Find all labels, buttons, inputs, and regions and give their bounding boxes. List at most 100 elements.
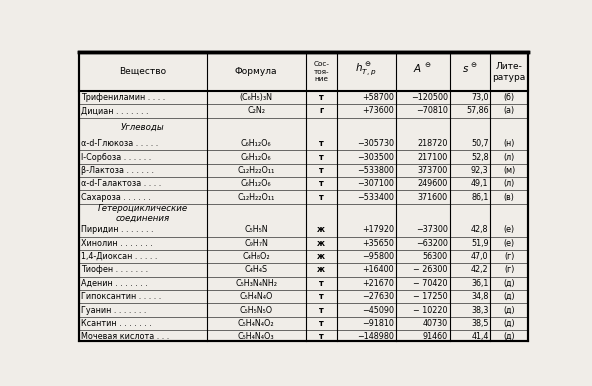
- Text: (л): (л): [503, 152, 514, 161]
- Text: Аденин . . . . . . .: Аденин . . . . . . .: [81, 279, 148, 288]
- Text: +16400: +16400: [362, 266, 394, 274]
- Text: 40730: 40730: [423, 319, 448, 328]
- Text: 371600: 371600: [417, 193, 448, 201]
- Text: 217100: 217100: [417, 152, 448, 161]
- Text: −95800: −95800: [362, 252, 394, 261]
- Text: (д): (д): [503, 292, 515, 301]
- Text: C₅H₄N₄O: C₅H₄N₄O: [240, 292, 273, 301]
- Text: C₆H₁₂O₆: C₆H₁₂O₆: [241, 139, 272, 148]
- Text: Ксантин . . . . . . .: Ксантин . . . . . . .: [81, 319, 152, 328]
- Text: 56300: 56300: [423, 252, 448, 261]
- Text: (д): (д): [503, 319, 515, 328]
- Text: − 70420: − 70420: [413, 279, 448, 288]
- Text: Тиофен . . . . . . .: Тиофен . . . . . . .: [81, 266, 149, 274]
- Text: ж: ж: [317, 266, 326, 274]
- Text: (е): (е): [504, 239, 514, 248]
- Text: 51,9: 51,9: [471, 239, 488, 248]
- Text: (д): (д): [503, 332, 515, 341]
- Text: −91810: −91810: [362, 319, 394, 328]
- Text: 41,4: 41,4: [471, 332, 488, 341]
- Text: ж: ж: [317, 252, 326, 261]
- Text: 52,8: 52,8: [471, 152, 488, 161]
- Text: (в): (в): [504, 193, 514, 201]
- Text: (г): (г): [504, 266, 514, 274]
- Text: 249600: 249600: [417, 179, 448, 188]
- Text: т: т: [319, 139, 324, 148]
- Text: 47,0: 47,0: [471, 252, 488, 261]
- Text: 50,7: 50,7: [471, 139, 488, 148]
- Text: C₅H₅N₅O: C₅H₅N₅O: [240, 306, 273, 315]
- Text: (д): (д): [503, 279, 515, 288]
- Text: т: т: [319, 93, 324, 102]
- Text: Гуанин . . . . . . .: Гуанин . . . . . . .: [81, 306, 147, 315]
- Text: (н): (н): [503, 139, 515, 148]
- Text: +73600: +73600: [362, 107, 394, 115]
- Text: +58700: +58700: [362, 93, 394, 102]
- Text: (C₆H₅)₃N: (C₆H₅)₃N: [240, 93, 273, 102]
- Text: l-Сорбоза . . . . . .: l-Сорбоза . . . . . .: [81, 152, 152, 161]
- Text: Мочевая кислота . . .: Мочевая кислота . . .: [81, 332, 169, 341]
- Text: C₄H₄S: C₄H₄S: [244, 266, 268, 274]
- Text: т: т: [319, 279, 324, 288]
- Text: 42,2: 42,2: [471, 266, 488, 274]
- Text: −27630: −27630: [362, 292, 394, 301]
- Text: −305730: −305730: [357, 139, 394, 148]
- Text: Углеводы: Углеводы: [121, 123, 165, 132]
- Text: (е): (е): [504, 225, 514, 234]
- Text: −533800: −533800: [357, 166, 394, 175]
- Text: т: т: [319, 306, 324, 315]
- Text: C₆H₁₂O₆: C₆H₁₂O₆: [241, 152, 272, 161]
- Text: Сахароза . . . . . .: Сахароза . . . . . .: [81, 193, 151, 201]
- Text: − 26300: − 26300: [413, 266, 448, 274]
- Text: Дициан . . . . . . .: Дициан . . . . . . .: [81, 107, 149, 115]
- Text: C₁₂H₂₂O₁₁: C₁₂H₂₂O₁₁: [237, 166, 275, 175]
- Text: (л): (л): [503, 179, 514, 188]
- Text: 36,1: 36,1: [471, 279, 488, 288]
- Text: Пиридин . . . . . . .: Пиридин . . . . . . .: [81, 225, 154, 234]
- Text: Формула: Формула: [235, 67, 278, 76]
- Text: C₄H₈O₂: C₄H₈O₂: [242, 252, 270, 261]
- Text: (м): (м): [503, 166, 515, 175]
- Text: 34,8: 34,8: [471, 292, 488, 301]
- Text: 38,3: 38,3: [471, 306, 488, 315]
- Text: т: т: [319, 292, 324, 301]
- Text: 38,5: 38,5: [471, 319, 488, 328]
- Text: −37300: −37300: [416, 225, 448, 234]
- Text: (б): (б): [504, 93, 514, 102]
- Text: Трифениламин . . . .: Трифениламин . . . .: [81, 93, 166, 102]
- Text: т: т: [319, 319, 324, 328]
- Text: −63200: −63200: [416, 239, 448, 248]
- Text: C₅H₄N₄O₃: C₅H₄N₄O₃: [238, 332, 275, 341]
- Text: Сос-
тоя-
ние: Сос- тоя- ние: [313, 61, 329, 82]
- Text: C₅H₅N: C₅H₅N: [244, 225, 268, 234]
- Text: α-d-Галактоза . . . .: α-d-Галактоза . . . .: [81, 179, 162, 188]
- Text: 1,4-Диоксан . . . . .: 1,4-Диоксан . . . . .: [81, 252, 157, 261]
- Text: Хинолин . . . . . . .: Хинолин . . . . . . .: [81, 239, 153, 248]
- Text: −303500: −303500: [357, 152, 394, 161]
- Text: 91460: 91460: [423, 332, 448, 341]
- Text: +21670: +21670: [362, 279, 394, 288]
- Text: 92,3: 92,3: [471, 166, 488, 175]
- Text: 218720: 218720: [417, 139, 448, 148]
- Text: C₂N₂: C₂N₂: [247, 107, 265, 115]
- Text: −148980: −148980: [357, 332, 394, 341]
- Text: − 10220: − 10220: [413, 306, 448, 315]
- Text: т: т: [319, 193, 324, 201]
- Text: 73,0: 73,0: [471, 93, 488, 102]
- Text: β-Лактоза . . . . . .: β-Лактоза . . . . . .: [81, 166, 155, 175]
- Text: − 17250: − 17250: [413, 292, 448, 301]
- Text: −120500: −120500: [411, 93, 448, 102]
- Text: C₉H₇N: C₉H₇N: [244, 239, 268, 248]
- Text: $s^{\,\ominus}$: $s^{\,\ominus}$: [462, 62, 478, 75]
- Text: т: т: [319, 152, 324, 161]
- Text: Вещество: Вещество: [119, 67, 166, 76]
- Text: Гипоксантин . . . . .: Гипоксантин . . . . .: [81, 292, 162, 301]
- Text: C₅H₄N₄O₂: C₅H₄N₄O₂: [238, 319, 275, 328]
- Text: т: т: [319, 332, 324, 341]
- Text: −307100: −307100: [357, 179, 394, 188]
- Text: C₆H₁₂O₆: C₆H₁₂O₆: [241, 179, 272, 188]
- Text: г: г: [319, 107, 323, 115]
- Text: 86,1: 86,1: [471, 193, 488, 201]
- Text: $h^{\,\ominus}_{T,\,p}$: $h^{\,\ominus}_{T,\,p}$: [355, 60, 378, 77]
- Text: +35650: +35650: [362, 239, 394, 248]
